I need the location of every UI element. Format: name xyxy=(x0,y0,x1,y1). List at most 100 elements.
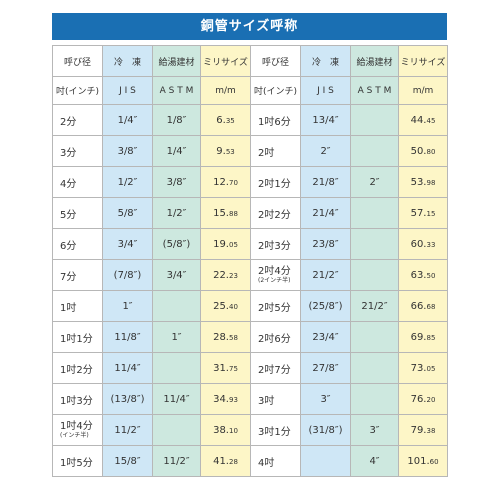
astm-size-cell xyxy=(350,321,399,353)
millimeter-cell: 76.20 xyxy=(398,383,448,415)
header-cell: A S T M xyxy=(350,76,399,105)
millimeter-cell: 34.93 xyxy=(200,383,251,415)
table-row: 7分 (7/8″) 3/4″ 22.23 2吋4分 (2インチ半) 21/2″ 63.50 xyxy=(52,259,448,291)
table-row: 1吋3分 (13/8″) 11/4″ 34.93 3吋 3″ 76.20 xyxy=(52,383,448,415)
nominal-size: 4分 xyxy=(60,178,77,190)
astm-size-cell: 11/2″ xyxy=(152,445,201,477)
jis-size-cell: (31/8″) xyxy=(300,414,351,446)
jis-size-cell: (25/8″) xyxy=(300,290,351,322)
nominal-size-cell: 2吋4分 (2インチ半) xyxy=(250,259,301,291)
millimeter-cell: 6.35 xyxy=(200,104,251,136)
table-row: 1吋2分 11/4″ 31.75 2吋7分 27/8″ 73.05 xyxy=(52,352,448,384)
table-row: 6分 3/4″ (5/8″) 19.05 2吋3分 23/8″ 60.33 xyxy=(52,228,448,260)
millimeter-cell: 73.05 xyxy=(398,352,448,384)
millimeter-decimal: 70 xyxy=(228,178,238,187)
millimeter-cell: 41.28 xyxy=(200,445,251,477)
jis-size-cell: 23/8″ xyxy=(300,228,351,260)
nominal-size-cell: 2吋2分 xyxy=(250,197,301,229)
jis-size-cell: 21/2″ xyxy=(300,259,351,291)
table-row: 1吋 1″ 25.40 2吋5分 (25/8″) 21/2″ 66.68 xyxy=(52,290,448,322)
header-cell: m/m xyxy=(200,76,251,105)
nominal-size: 6分 xyxy=(60,240,77,252)
millimeter-cell: 38.10 xyxy=(200,414,251,446)
nominal-size: 1吋2分 xyxy=(60,364,93,376)
astm-size-cell xyxy=(152,352,201,384)
table-body: 呼び径 冷 凍 給湯建材 ミリサイズ 呼び径 冷 凍 給湯建材 ミリサイズ 吋(… xyxy=(52,45,448,477)
nominal-size-cell: 1吋6分 xyxy=(250,104,301,136)
millimeter-cell: 28.58 xyxy=(200,321,251,353)
nominal-size-cell: 2吋3分 xyxy=(250,228,301,260)
nominal-size: 2吋1分 xyxy=(258,178,291,190)
astm-size-cell: 1/4″ xyxy=(152,135,201,167)
millimeter-cell: 79.38 xyxy=(398,414,448,446)
millimeter-integer: 73. xyxy=(410,362,427,374)
millimeter-cell: 31.75 xyxy=(200,352,251,384)
millimeter-cell: 22.23 xyxy=(200,259,251,291)
millimeter-decimal: 58 xyxy=(228,333,238,342)
astm-size-cell: 3/4″ xyxy=(152,259,201,291)
millimeter-decimal: 75 xyxy=(228,364,238,373)
jis-size-cell: 13/4″ xyxy=(300,104,351,136)
millimeter-decimal: 38 xyxy=(426,426,436,435)
millimeter-decimal: 45 xyxy=(426,116,436,125)
nominal-size: 4吋 xyxy=(258,457,275,469)
header-cell: A S T M xyxy=(152,76,201,105)
nominal-size-cell: 2吋5分 xyxy=(250,290,301,322)
jis-size-cell: 15/8″ xyxy=(102,445,153,477)
header-cell: 呼び径 xyxy=(52,45,103,77)
millimeter-integer: 28. xyxy=(213,331,229,343)
astm-size-cell xyxy=(350,352,399,384)
millimeter-integer: 50. xyxy=(410,145,427,157)
nominal-size-cell: 2吋 xyxy=(250,135,301,167)
nominal-size-cell: 1吋5分 xyxy=(52,445,103,477)
millimeter-decimal: 88 xyxy=(228,209,238,218)
millimeter-integer: 12. xyxy=(213,176,229,188)
millimeter-cell: 101.60 xyxy=(398,445,448,477)
millimeter-integer: 31. xyxy=(213,362,229,374)
header-cell: 冷 凍 xyxy=(102,45,153,77)
header-cell: m/m xyxy=(398,76,448,105)
astm-size-cell xyxy=(350,228,399,260)
nominal-size: 3吋1分 xyxy=(258,426,291,438)
millimeter-cell: 9.53 xyxy=(200,135,251,167)
jis-size-cell: 3/8″ xyxy=(102,135,153,167)
header-cell: 給湯建材 xyxy=(152,45,201,77)
astm-size-cell: 2″ xyxy=(350,166,399,198)
millimeter-decimal: 15 xyxy=(426,209,436,218)
header-cell: J I S xyxy=(102,76,153,105)
nominal-size-cell: 2分 xyxy=(52,104,103,136)
nominal-size: 1吋4分 xyxy=(60,421,93,432)
astm-size-cell xyxy=(350,383,399,415)
millimeter-integer: 25. xyxy=(213,300,229,312)
nominal-size-cell: 1吋2分 xyxy=(52,352,103,384)
nominal-size: 2吋6分 xyxy=(258,333,291,345)
astm-size-cell: 11/4″ xyxy=(152,383,201,415)
millimeter-integer: 63. xyxy=(410,269,427,281)
jis-size-cell: 11/2″ xyxy=(102,414,153,446)
nominal-size: 1吋6分 xyxy=(258,116,291,128)
nominal-size-cell: 4分 xyxy=(52,166,103,198)
millimeter-decimal: 50 xyxy=(426,271,436,280)
millimeter-decimal: 35 xyxy=(225,116,235,125)
millimeter-cell: 50.80 xyxy=(398,135,448,167)
millimeter-integer: 57. xyxy=(410,207,427,219)
millimeter-cell: 66.68 xyxy=(398,290,448,322)
nominal-size: 2吋4分 xyxy=(258,266,291,277)
nominal-size-cell: 4吋 xyxy=(250,445,301,477)
millimeter-integer: 60. xyxy=(410,238,427,250)
jis-size-cell: 27/8″ xyxy=(300,352,351,384)
header-cell: ミリサイズ xyxy=(398,45,448,77)
header-cell: ミリサイズ xyxy=(200,45,251,77)
millimeter-integer: 79. xyxy=(410,424,427,436)
millimeter-integer: 76. xyxy=(410,393,427,405)
table-row: 3分 3/8″ 1/4″ 9.53 2吋 2″ 50.80 xyxy=(52,135,448,167)
nominal-size: 3分 xyxy=(60,147,77,159)
astm-size-cell xyxy=(152,414,201,446)
millimeter-integer: 19. xyxy=(213,238,229,250)
jis-size-cell: 23/4″ xyxy=(300,321,351,353)
astm-size-cell: 1/8″ xyxy=(152,104,201,136)
header-cell: J I S xyxy=(300,76,351,105)
astm-size-cell: 4″ xyxy=(350,445,399,477)
nominal-size: 2吋5分 xyxy=(258,302,291,314)
astm-size-cell xyxy=(350,135,399,167)
